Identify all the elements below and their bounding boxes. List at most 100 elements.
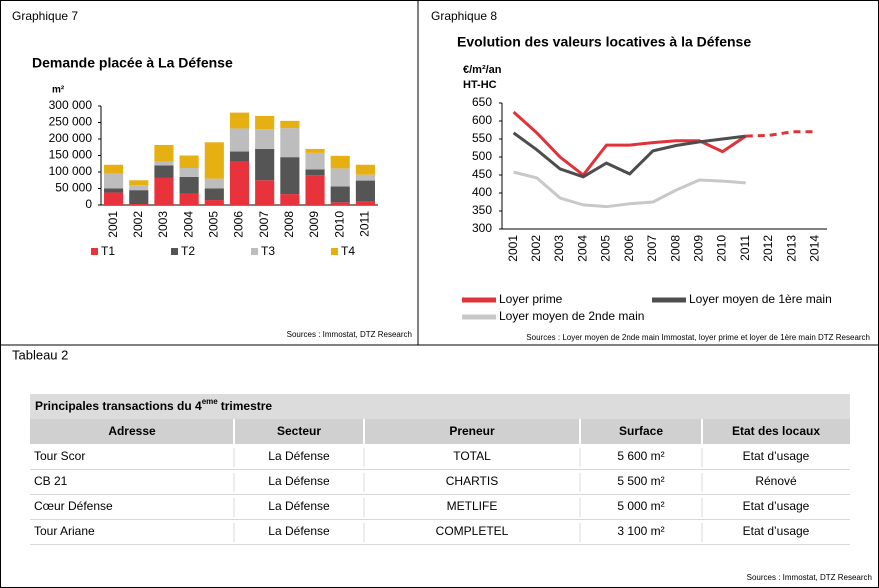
bar-segment (104, 173, 124, 189)
source: Sources : Immostat, DTZ Research (747, 573, 872, 582)
bar-segment (104, 188, 124, 193)
panel-label: Graphique 7 (12, 9, 78, 23)
cell: La Défense (268, 474, 330, 488)
legend-label: T4 (341, 244, 355, 258)
y-tick-label: 350 (472, 203, 492, 217)
y-tick-label: 550 (472, 131, 492, 145)
panel-label: Tableau 2 (12, 347, 68, 362)
bar-segment (305, 175, 325, 205)
bar-segment (305, 169, 325, 176)
bar-segment (280, 157, 300, 195)
y-label: HT-HC (463, 79, 497, 91)
header-cell: Adresse (108, 424, 156, 438)
x-tick-label: 2008 (668, 235, 682, 262)
bar-segment (154, 144, 174, 162)
line (512, 131, 746, 179)
bar-segment (330, 168, 350, 187)
x-tick-label: 2001 (506, 235, 520, 262)
bar-segment (104, 192, 124, 205)
cell: Etat d’usage (743, 524, 810, 538)
cell: Etat d’usage (743, 449, 810, 463)
legend-label: T1 (101, 244, 115, 258)
line (512, 110, 747, 178)
bar-segment (154, 177, 174, 205)
legend-label: T3 (261, 244, 275, 258)
x-tick-label: 2012 (761, 235, 775, 262)
bar-segment (355, 164, 375, 175)
bar-segment (330, 202, 350, 205)
legend-swatch (331, 248, 338, 255)
x-tick-label: 2006 (622, 235, 636, 262)
bar-segment (255, 129, 275, 149)
line (745, 130, 816, 138)
cell: Tour Scor (34, 449, 85, 463)
header-cell: Preneur (449, 424, 495, 438)
table-title: Principales transactions du 4eme trimestr… (35, 397, 272, 413)
y-tick-label: 600 (472, 113, 492, 127)
title-sup: eme (202, 397, 219, 406)
bar-segment (204, 142, 224, 179)
cell: Tour Ariane (34, 524, 95, 538)
x-tick-label: 2009 (307, 211, 321, 238)
bar-segment (179, 155, 199, 169)
x-tick-label: 2003 (552, 235, 566, 262)
bar-segment (179, 176, 199, 194)
x-tick-label: 2001 (106, 211, 120, 238)
panel-label: Graphique 8 (431, 9, 497, 23)
header-cell: Secteur (277, 424, 321, 438)
bar-segment (179, 193, 199, 205)
y-tick-label: 300 (472, 221, 492, 235)
x-tick-label: 2005 (599, 235, 613, 262)
bar-segment (229, 161, 250, 205)
y-tick-label: 50 000 (55, 181, 92, 195)
cell: CHARTIS (446, 474, 498, 488)
bar-segment (154, 165, 174, 178)
x-tick-label: 2003 (156, 211, 170, 238)
cell: Cœur Défense (34, 499, 113, 513)
bar-segment (355, 180, 375, 202)
bar-segment (330, 155, 350, 169)
y-tick-label: 100 000 (49, 164, 93, 178)
legend-swatch (251, 248, 258, 255)
bar-segment (129, 204, 149, 205)
x-tick-label: 2007 (257, 211, 271, 238)
x-tick-label: 2014 (808, 235, 822, 262)
x-tick-label: 2004 (575, 235, 589, 262)
bar-segment (255, 148, 275, 181)
header-row (30, 419, 850, 444)
y-tick-label: 650 (472, 95, 492, 109)
bar-segment (229, 151, 250, 162)
chart-title: Demande placée à La Défense (32, 55, 233, 71)
bar-segment (305, 152, 325, 170)
legend-label: T2 (181, 244, 195, 258)
header-cell: Surface (619, 424, 663, 438)
x-tick-label: 2011 (738, 235, 752, 261)
x-tick-label: 2002 (529, 235, 543, 262)
title-text: Principales transactions du 4 (35, 399, 202, 413)
x-tick-label: 2008 (282, 211, 296, 238)
legend-label: Loyer moyen de 2nde main (499, 309, 644, 323)
bar-segment (305, 148, 325, 153)
chart-title: Evolution des valeurs locatives à la Déf… (457, 34, 751, 50)
bar-segment (355, 174, 375, 181)
x-tick-label: 2010 (332, 211, 346, 238)
y-label: €/m²/an (463, 64, 502, 76)
cell: La Défense (268, 499, 330, 513)
bar-segment (204, 200, 224, 205)
bar-segment (154, 161, 174, 166)
cell: CB 21 (34, 474, 68, 488)
y-tick-label: 0 (85, 197, 92, 211)
line (513, 170, 746, 209)
legend-label: Loyer prime (499, 292, 563, 306)
x-tick-label: 2004 (181, 211, 195, 238)
bar-segment (129, 185, 149, 191)
bar-segment (129, 190, 149, 205)
x-tick-label: 2005 (206, 211, 220, 238)
bar-segment (179, 168, 199, 177)
x-tick-label: 2006 (232, 211, 246, 238)
bar-segment (355, 201, 375, 205)
bar-segment (229, 112, 250, 129)
bar-segment (204, 178, 224, 189)
y-tick-label: 500 (472, 149, 492, 163)
